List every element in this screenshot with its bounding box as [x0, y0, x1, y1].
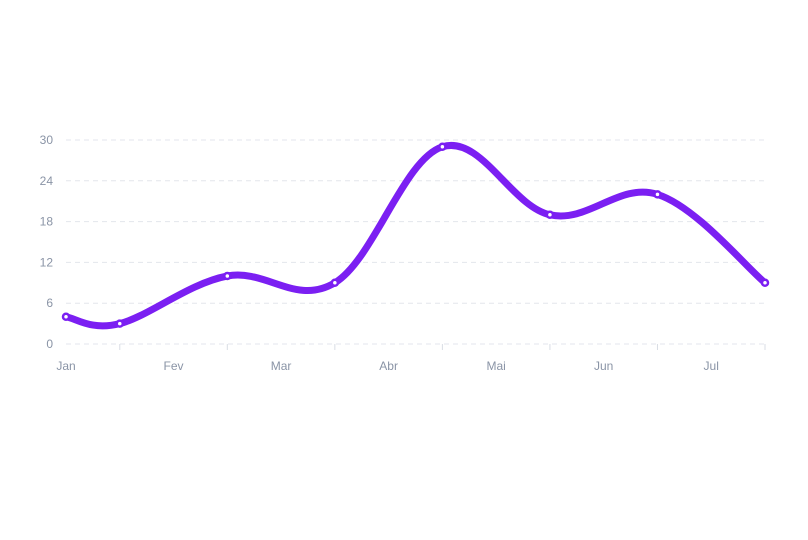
- x-tick-label-jul: Jul: [704, 359, 719, 373]
- data-points: [61, 142, 770, 328]
- x-tick-label-mar: Mar: [271, 359, 292, 373]
- data-point-5[interactable]: [545, 210, 555, 220]
- data-point-4[interactable]: [438, 142, 447, 152]
- data-point-3[interactable]: [330, 278, 340, 288]
- x-axis-tick-marks: [119, 344, 766, 350]
- y-tick-label-12: 12: [40, 255, 54, 269]
- x-tick-label-mai: Mai: [486, 359, 505, 373]
- y-tick-label-30: 30: [40, 133, 54, 147]
- y-axis-tick-labels: 0 6 12 18 24 30: [40, 133, 54, 351]
- data-point-7[interactable]: [760, 278, 770, 288]
- series-line-0: [62, 141, 769, 330]
- y-tick-label-0: 0: [46, 337, 53, 351]
- data-point-2[interactable]: [223, 271, 232, 281]
- x-tick-label-fev: Fev: [164, 359, 184, 373]
- data-point-0[interactable]: [61, 312, 71, 322]
- x-axis-tick-labels: Jan Fev Mar Abr Mai Jun Jul: [56, 359, 719, 373]
- y-tick-label-24: 24: [40, 174, 54, 188]
- series-lines: [62, 141, 769, 330]
- data-point-1[interactable]: [115, 319, 125, 328]
- y-tick-label-18: 18: [40, 215, 54, 229]
- data-point-6[interactable]: [653, 190, 662, 199]
- x-tick-label-jun: Jun: [594, 359, 613, 373]
- x-tick-label-jan: Jan: [56, 359, 75, 373]
- x-tick-label-abr: Abr: [379, 359, 398, 373]
- y-tick-label-6: 6: [46, 296, 53, 310]
